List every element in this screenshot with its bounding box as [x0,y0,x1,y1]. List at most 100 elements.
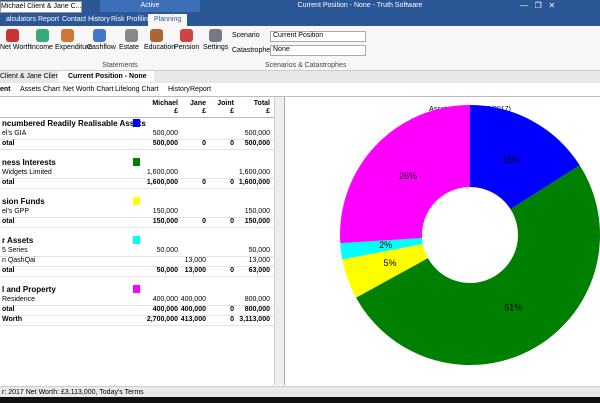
cell: 0 [230,218,234,225]
column-unit: £ [230,108,234,115]
section-title: r Assets [2,236,34,245]
cell: 0 [202,179,206,186]
cell: 400,000 [180,296,206,303]
doc-tab[interactable]: Client & Jane Client [0,73,62,80]
cell: 0 [202,218,206,225]
section-title: ncumbered Readily Realisable Assets [2,119,146,128]
row-line [0,266,274,267]
cell: 1,600,000 [238,169,270,176]
divider [0,96,600,97]
view-tab[interactable]: Net Worth Chart [63,86,114,93]
taskbar [0,397,600,403]
row-line [0,178,274,179]
tool-icon[interactable] [180,29,193,42]
row-label: otal [2,306,15,313]
row-label: n QashQai [2,257,36,264]
cell: 800,000 [244,296,270,303]
cell: 3,113,000 [239,316,270,323]
row-line [0,227,274,228]
statement-table: Michael £ Jane £ Joint £ Total £ ncumbered Readi… [0,97,274,385]
row-line [0,276,274,277]
cell: 0 [230,306,234,313]
tool-label[interactable]: Education [144,44,176,51]
tool-icon[interactable] [36,29,49,42]
section-color [133,197,140,205]
tool-icon[interactable] [93,29,106,42]
tool-label[interactable]: Pension [174,44,200,51]
group-label: Scenarios & Catastrophes [265,62,347,69]
cell: 400,000 [152,306,178,313]
row-label: el's GIA [2,130,27,137]
window-controls[interactable]: — ❐ ✕ [520,1,556,10]
section-color [133,285,140,293]
row-label: Worth [2,316,23,323]
slice-label: 26% [399,171,417,181]
scrollbar[interactable] [274,97,284,385]
scenario-label: Scenario [232,32,260,39]
cell: 63,000 [248,267,270,274]
scenario-select[interactable]: Current Position [270,31,366,42]
cell: 0 [230,179,234,186]
tool-label[interactable]: Income [30,44,53,51]
catastrophe-select[interactable]: None [270,45,366,56]
cell: 50,000 [156,267,178,274]
ribbon-tab[interactable]: alculators [6,16,36,23]
cell: 13,000 [184,267,206,274]
cell: 13,000 [184,257,206,264]
slice [470,105,580,210]
ribbon-tab[interactable]: Report [38,16,60,23]
tool-label[interactable]: Estate [119,44,139,51]
view-tab[interactable]: History [168,86,190,93]
ribbon-tab[interactable]: Planning [148,14,188,26]
header-line [0,117,274,118]
badge: Active [100,0,200,12]
row-line [0,325,274,326]
slice-label: 5% [384,258,397,268]
view-tab[interactable]: ent [0,86,11,93]
catastrophe-label: Catastrophe [232,47,271,54]
tool-label[interactable]: Cashflow [87,44,116,51]
cell: 500,000 [244,130,270,137]
tool-label[interactable]: Settings [203,44,229,51]
column-unit: £ [174,108,178,115]
row-label: otal [2,218,15,225]
cell: 400,000 [180,306,206,313]
window-title: Current Position - None - Truth Software [297,2,423,9]
cell: 150,000 [152,218,178,225]
tool-icon[interactable] [209,29,222,42]
cell: 0 [230,316,234,323]
section-title: ness Interests [2,158,56,167]
cell: 150,000 [244,208,270,215]
tool-icon[interactable] [6,29,19,42]
tool-icon[interactable] [150,29,163,42]
ribbon-tab[interactable]: Risk Profiling [111,16,152,23]
slice [356,165,600,365]
row-label: Widgets Limited [2,169,52,176]
slice-label: 2% [379,240,392,250]
section-color [133,158,140,166]
cell: 413,000 [180,316,206,323]
view-tab[interactable]: Assets Chart [20,86,61,93]
row-label: otal [2,179,15,186]
column-unit: £ [266,108,270,115]
column-header: Joint [217,100,234,107]
tool-icon[interactable] [125,29,138,42]
ribbon-tab[interactable]: Contact History [62,16,110,23]
doc-tab[interactable]: Current Position - None [58,71,154,82]
column-header: Jane [190,100,206,107]
view-tab[interactable]: Lifelong Chart [115,86,159,93]
section-title: sion Funds [2,197,45,206]
view-tab[interactable]: Report [190,86,212,93]
client-select[interactable]: Michael Client & Jane C... [0,1,82,13]
row-line [0,149,274,150]
tool-icon[interactable] [61,29,74,42]
status-bar: r: 2017 Net Worth: £3,113,000, Today's T… [0,386,600,398]
tool-label[interactable]: Net Worth [0,44,32,51]
row-line [0,305,274,306]
section-title: l and Property [2,285,56,294]
row-line [0,188,274,189]
tool-label[interactable]: Expenditure [55,44,93,51]
row-line [0,256,274,257]
row-label: 5 Series [2,247,28,254]
cell: 0 [202,140,206,147]
